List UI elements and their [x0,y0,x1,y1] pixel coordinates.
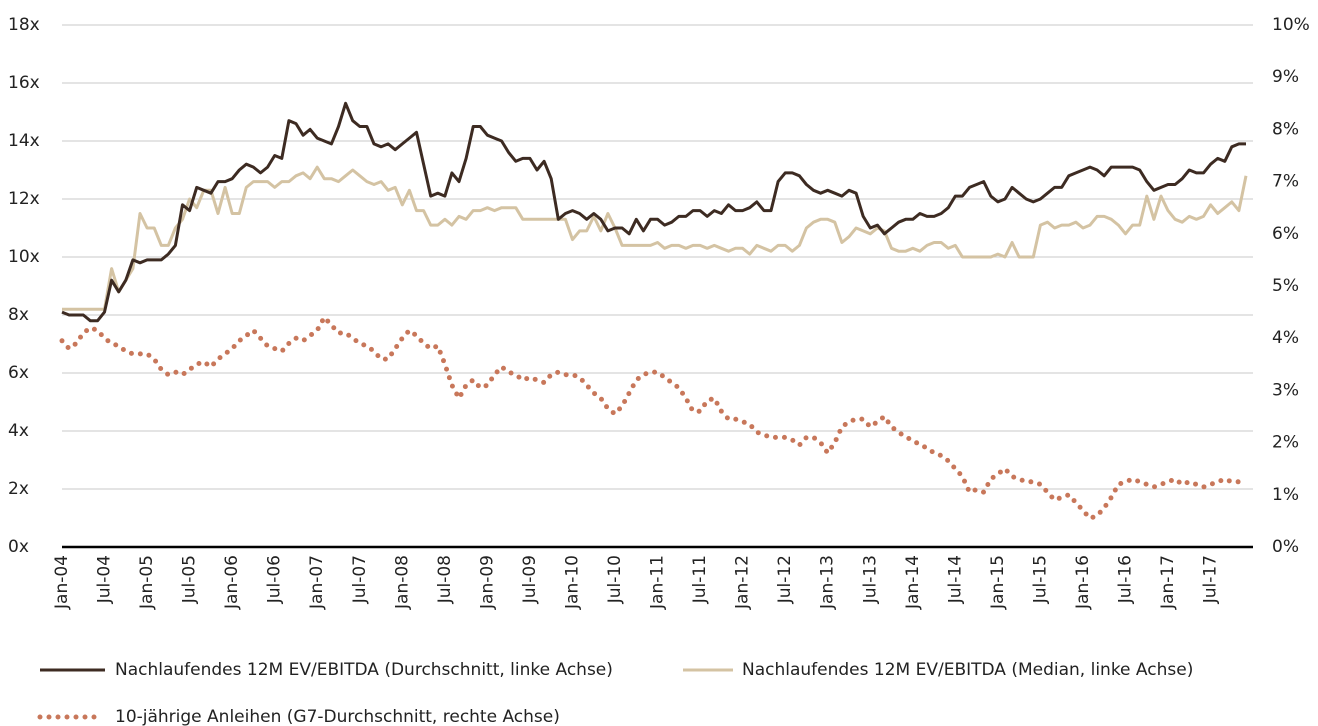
x-tick-label: Jul-14 [945,555,965,604]
x-tick-label: Jan-08 [392,555,412,610]
x-tick-label: Jul-06 [265,555,285,604]
x-tick-label: Jan-12 [733,555,753,610]
y-tick-label: 4x [8,421,29,441]
y2-tick-label: 8% [1272,119,1299,139]
y-tick-label: 2x [8,479,29,499]
series-line [61,101,1246,323]
x-tick-label: Jul-10 [605,555,625,604]
legend-label: Nachlaufendes 12M EV/EBITDA (Median, lin… [742,660,1193,680]
x-tick-label: Jul-12 [775,555,795,604]
x-tick-label: Jul-11 [690,555,710,604]
legend-label: Nachlaufendes 12M EV/EBITDA (Durchschnit… [115,660,613,680]
y2-tick-label: 2% [1272,433,1299,453]
x-tick-label: Jul-15 [1030,555,1050,604]
y2-tick-label: 1% [1272,485,1299,505]
y2-tick-label: 6% [1272,224,1299,244]
x-tick-label: Jan-11 [648,555,668,610]
y2-tick-label: 5% [1272,276,1299,296]
x-tick-label: Jan-13 [818,555,838,610]
y-tick-label: 10x [8,247,40,267]
x-tick-label: Jul-05 [180,555,200,604]
y-tick-label: 8x [8,305,29,325]
x-tick-label: Jan-04 [52,555,72,610]
y2-tick-label: 4% [1272,328,1299,348]
x-tick-label: Jan-07 [307,555,327,610]
y2-tick-label: 0% [1272,537,1299,557]
y-tick-label: 0x [8,537,29,557]
y2-tick-label: 3% [1272,380,1299,400]
x-tick-label: Jul-08 [435,555,455,604]
x-tick-label: Jul-09 [520,555,540,604]
y-tick-label: 16x [8,73,40,93]
x-tick-label: Jul-07 [350,555,370,604]
x-tick-label: Jul-16 [1116,555,1136,604]
y-tick-label: 14x [8,131,40,151]
legend-label: 10-jährige Anleihen (G7-Durchschnitt, re… [115,707,560,726]
x-tick-label: Jan-09 [477,555,497,610]
y2-tick-label: 10% [1272,15,1310,35]
y-tick-label: 6x [8,363,29,383]
y2-tick-label: 7% [1272,172,1299,192]
x-tick-label: Jan-06 [222,555,242,610]
y2-tick-label: 9% [1272,67,1299,87]
x-tick-label: Jul-17 [1201,555,1221,604]
y-tick-label: 12x [8,189,40,209]
series-line [62,165,1248,311]
x-tick-label: Jan-15 [988,555,1008,610]
x-tick-label: Jan-16 [1073,555,1093,610]
x-tick-label: Jan-10 [562,555,582,610]
x-tick-label: Jan-05 [137,555,157,610]
series-line [59,313,1249,522]
y-tick-label: 18x [8,15,40,35]
x-tick-label: Jul-13 [860,555,880,604]
x-tick-label: Jul-04 [95,555,115,604]
x-tick-label: Jan-17 [1158,555,1178,610]
x-tick-label: Jan-14 [903,555,923,610]
